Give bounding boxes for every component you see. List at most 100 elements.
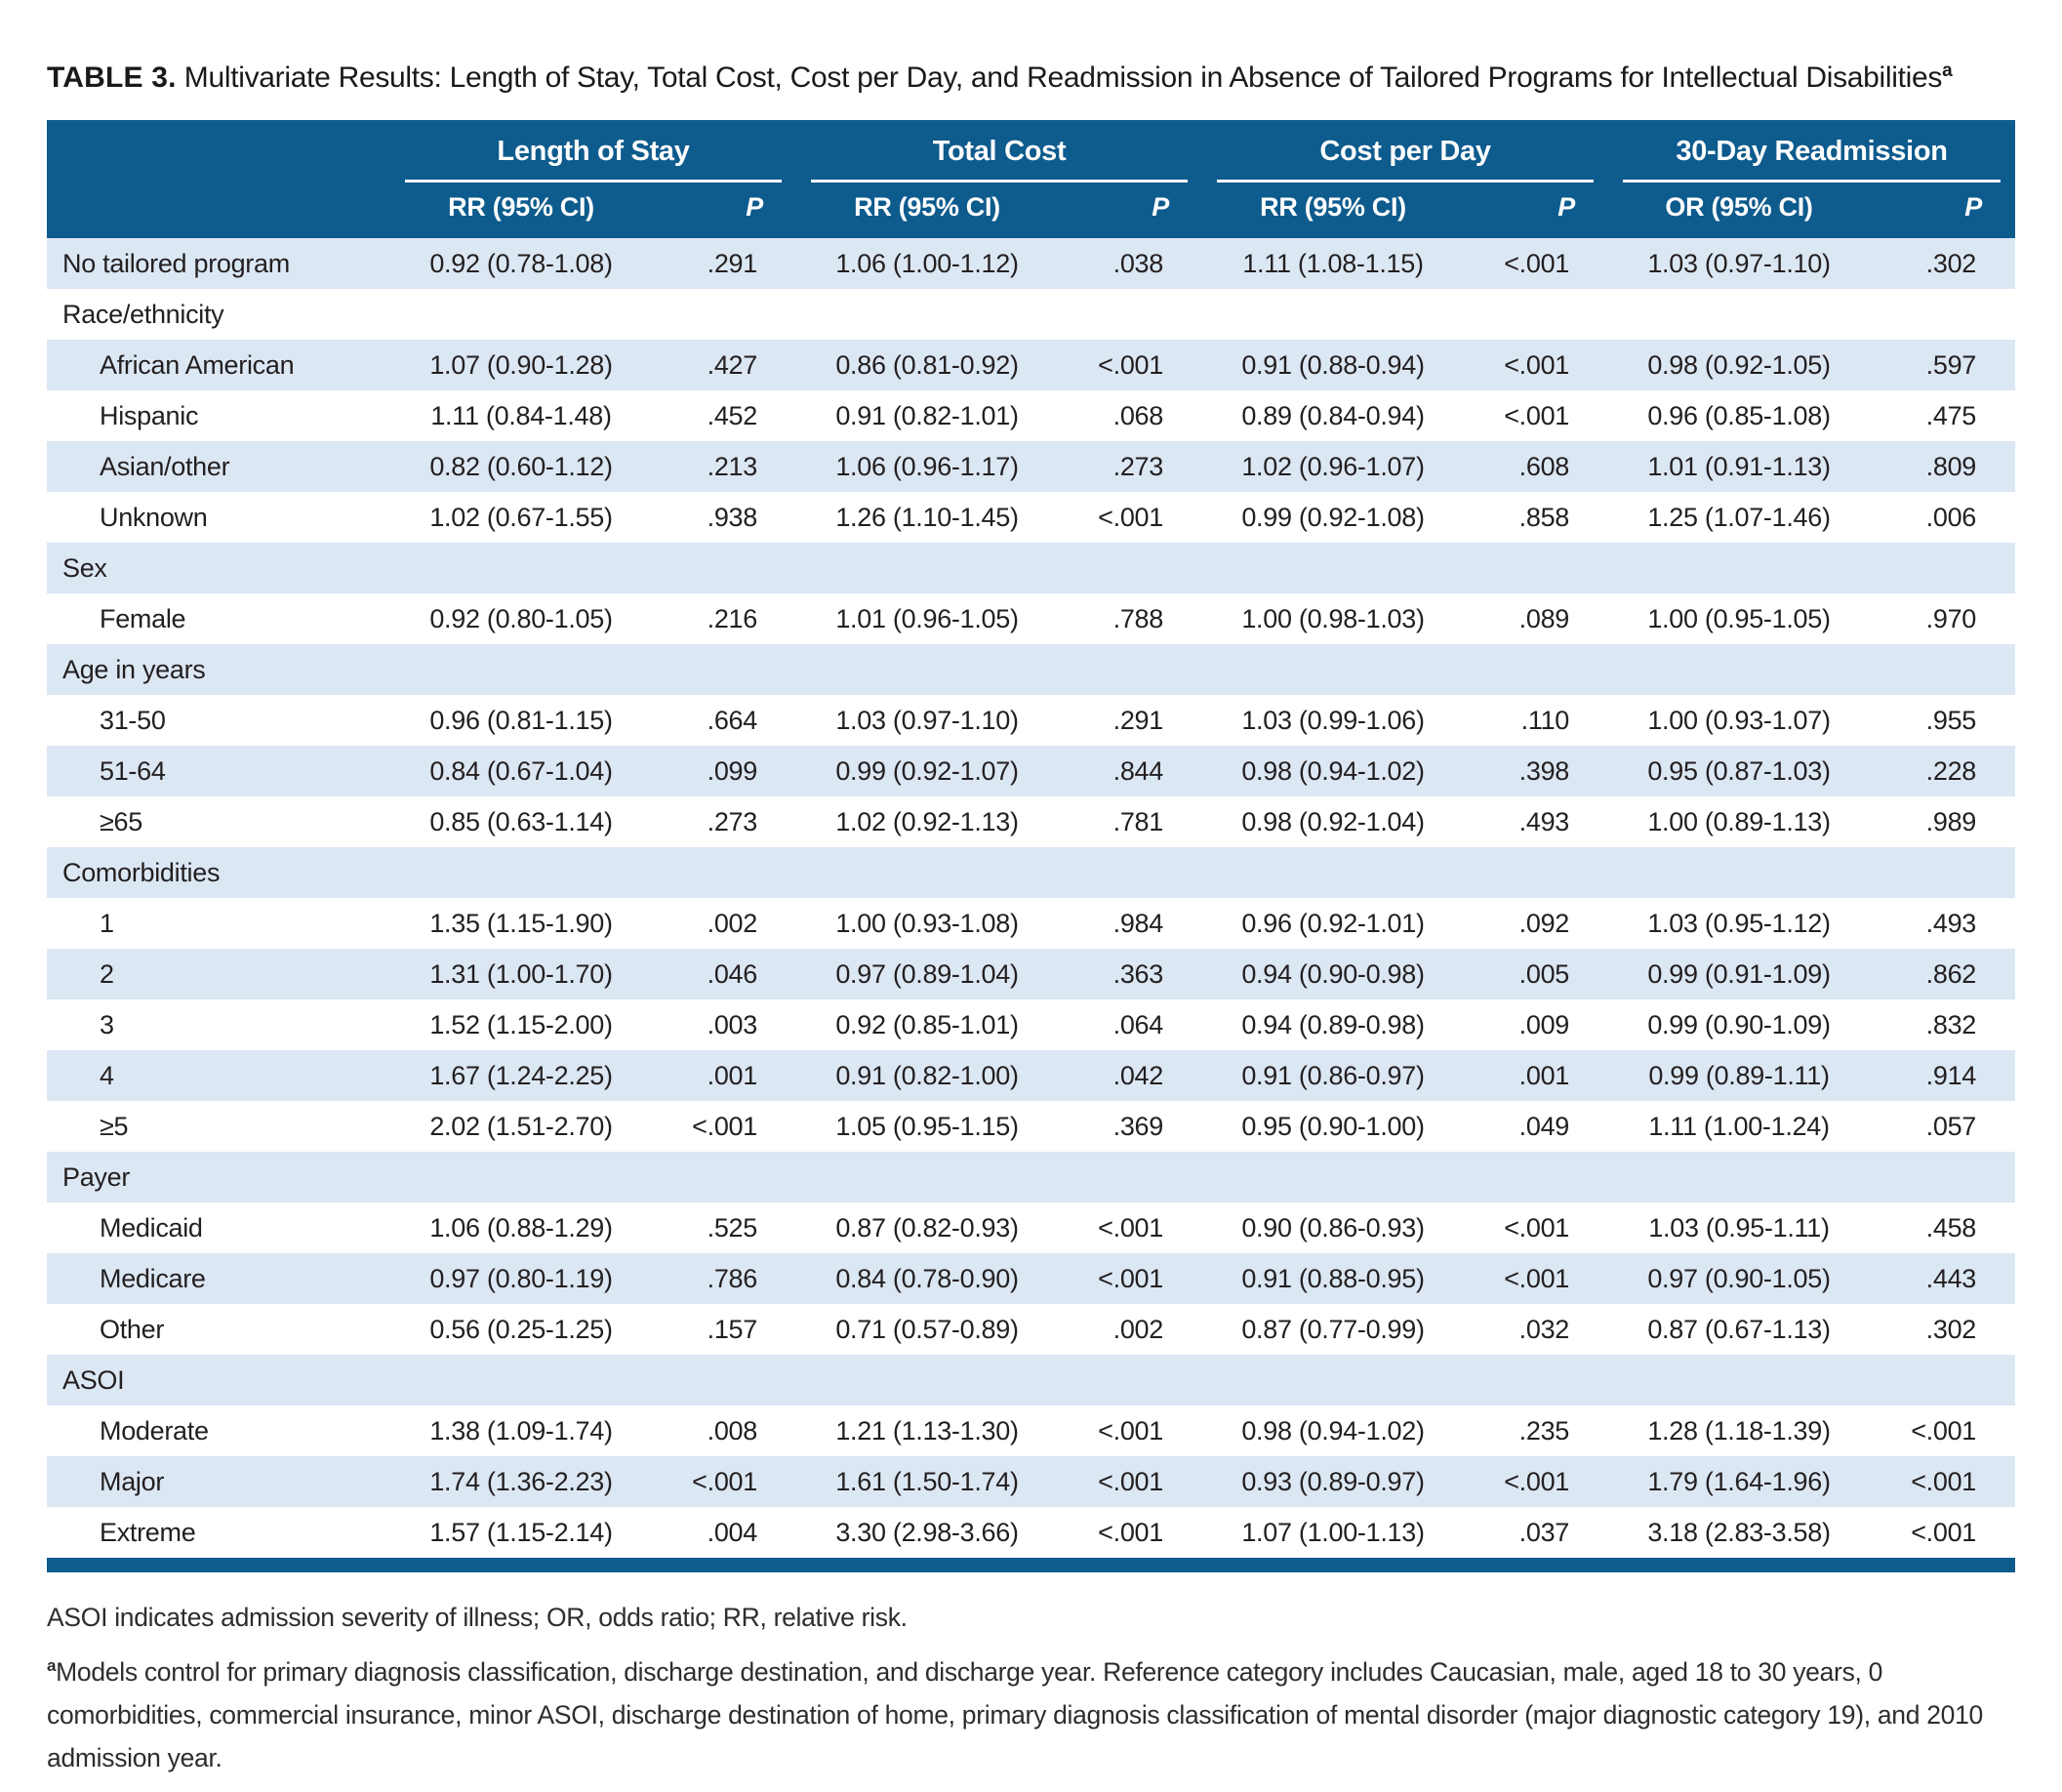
- estimate-cell: 0.94 (0.89-0.98): [1241, 1009, 1425, 1039]
- p-value-cell: .427: [707, 349, 758, 380]
- p-value-cell: <.001: [1504, 349, 1570, 380]
- estimate-cell: 0.84 (0.78-0.90): [835, 1263, 1019, 1293]
- estimate-cell: 1.35 (1.15-1.90): [429, 908, 613, 938]
- p-value-cell: <.001: [1504, 1466, 1570, 1496]
- p-value-cell: <.001: [1504, 248, 1570, 278]
- table-row: Asian/other 0.82 (0.60-1.12) .213 1.06 (0.9…: [47, 441, 2016, 492]
- estimate-cell: 3.18 (2.83-3.58): [1647, 1517, 1831, 1547]
- table-row: Medicaid 1.06 (0.88-1.29) .525 0.87 (0.82-0…: [47, 1202, 2016, 1253]
- row-label: 1: [100, 908, 114, 938]
- row-label: Other: [100, 1314, 165, 1344]
- row-label: 2: [100, 958, 114, 989]
- estimate-cell: 0.56 (0.25-1.25): [429, 1314, 613, 1344]
- estimate-cell: 1.03 (0.95-1.12): [1647, 908, 1831, 938]
- p-value-cell: <.001: [1098, 1263, 1163, 1293]
- table-row: Female 0.92 (0.80-1.05) .216 1.01 (0.96-1.0…: [47, 593, 2016, 644]
- p-value-cell: .042: [1112, 1060, 1164, 1090]
- p-header: P: [1870, 183, 2016, 238]
- estimate-cell: 1.67 (1.24-2.25): [429, 1060, 613, 1090]
- estimate-cell: 1.31 (1.00-1.70): [429, 958, 613, 989]
- p-value-cell: <.001: [1911, 1517, 1977, 1547]
- p-header: P: [1058, 183, 1202, 238]
- table-row: Unknown 1.02 (0.67-1.55) .938 1.26 (1.10-1.…: [47, 492, 2016, 543]
- p-value-cell: .235: [1518, 1415, 1570, 1446]
- estimate-cell: 0.99 (0.92-1.08): [1241, 502, 1425, 532]
- p-value-cell: .369: [1112, 1111, 1164, 1141]
- row-label: Female: [100, 603, 186, 633]
- p-value-cell: .597: [1925, 349, 1977, 380]
- table-row: Major 1.74 (1.36-2.23) <.001 1.61 (1.50-1.7…: [47, 1456, 2016, 1507]
- p-value-cell: <.001: [1098, 502, 1163, 532]
- estimate-cell: 0.97 (0.80-1.19): [429, 1263, 613, 1293]
- p-value-cell: .844: [1112, 755, 1164, 786]
- estimate-cell: 0.91 (0.82-1.01): [835, 400, 1019, 430]
- p-value-cell: .089: [1518, 603, 1570, 633]
- section-label: Age in years: [62, 654, 206, 684]
- estimate-cell: 1.03 (0.97-1.10): [1647, 248, 1831, 278]
- estimate-cell: 1.02 (0.92-1.13): [835, 806, 1019, 836]
- estimate-cell: 1.00 (0.98-1.03): [1241, 603, 1425, 633]
- column-subheader-row: RR (95% CI) P RR (95% CI) P RR (95% CI) …: [47, 183, 2016, 238]
- estimate-cell: 2.02 (1.51-2.70): [429, 1111, 613, 1141]
- estimate-cell: 0.84 (0.67-1.04): [429, 755, 613, 786]
- estimate-cell: 0.97 (0.89-1.04): [835, 958, 1019, 989]
- p-value-cell: .984: [1112, 908, 1164, 938]
- estimate-cell: 0.71 (0.57-0.89): [835, 1314, 1019, 1344]
- p-value-cell: .273: [707, 806, 758, 836]
- estimate-cell: 0.96 (0.92-1.01): [1241, 908, 1425, 938]
- p-value-cell: .858: [1518, 502, 1570, 532]
- estimate-cell: 0.98 (0.94-1.02): [1241, 1415, 1425, 1446]
- table-number-label: TABLE 3.: [47, 61, 177, 94]
- estimate-cell: 1.03 (0.95-1.11): [1648, 1212, 1830, 1242]
- estimate-cell: 0.97 (0.90-1.05): [1647, 1263, 1831, 1293]
- estimate-cell: 1.74 (1.36-2.23): [429, 1466, 613, 1496]
- p-value-cell: <.001: [1098, 1415, 1163, 1446]
- p-value-cell: .068: [1112, 400, 1164, 430]
- row-label: Extreme: [100, 1517, 196, 1547]
- p-value-cell: <.001: [692, 1466, 757, 1496]
- table-row: Moderate 1.38 (1.09-1.74) .008 1.21 (1.13-1…: [47, 1405, 2016, 1456]
- estimate-cell: 1.00 (0.93-1.08): [835, 908, 1019, 938]
- estimate-cell: 0.95 (0.90-1.00): [1241, 1111, 1425, 1141]
- estimate-cell: 1.06 (0.88-1.29): [429, 1212, 613, 1242]
- estimate-cell: 1.06 (1.00-1.12): [835, 248, 1019, 278]
- estimate-cell: 1.01 (0.96-1.05): [835, 603, 1019, 633]
- footnote-a-marker: a: [47, 1656, 57, 1675]
- estimate-cell: 0.82 (0.60-1.12): [429, 451, 613, 481]
- p-value-cell: .664: [707, 705, 758, 735]
- estimate-cell: 0.91 (0.88-0.95): [1241, 1263, 1425, 1293]
- estimate-cell: 1.61 (1.50-1.74): [835, 1466, 1019, 1496]
- p-value-cell: .005: [1518, 958, 1570, 989]
- p-value-cell: .216: [707, 603, 758, 633]
- column-group-row: Length of Stay Total Cost Cost per Day 3…: [47, 120, 2016, 238]
- p-value-cell: .970: [1925, 603, 1977, 633]
- p-value-cell: .003: [707, 1009, 758, 1039]
- p-value-cell: .302: [1925, 1314, 1977, 1344]
- estimate-cell: 1.07 (1.00-1.13): [1241, 1517, 1425, 1547]
- p-value-cell: .458: [1925, 1212, 1977, 1242]
- estimate-cell: 1.03 (0.99-1.06): [1241, 705, 1425, 735]
- footnotes: ASOI indicates admission severity of ill…: [47, 1596, 2015, 1779]
- estimate-cell: 0.87 (0.77-0.99): [1241, 1314, 1425, 1344]
- p-value-cell: .788: [1112, 603, 1164, 633]
- section-row: Comorbidities: [47, 847, 2016, 898]
- estimate-cell: 0.98 (0.92-1.05): [1647, 349, 1831, 380]
- p-value-cell: <.001: [1098, 1466, 1163, 1496]
- p-value-cell: .452: [707, 400, 758, 430]
- group-header-total-cost: Total Cost: [796, 120, 1202, 183]
- estimate-cell: 1.06 (0.96-1.17): [835, 451, 1019, 481]
- p-value-cell: .037: [1518, 1517, 1570, 1547]
- row-label: ≥65: [100, 806, 142, 836]
- table-row: 2 1.31 (1.00-1.70) .046 0.97 (0.89-1.04) .36…: [47, 949, 2016, 999]
- table-row: Extreme 1.57 (1.15-2.14) .004 3.30 (2.98-3.…: [47, 1507, 2016, 1558]
- estimate-cell: 1.03 (0.97-1.10): [835, 705, 1019, 735]
- p-value-cell: <.001: [1098, 349, 1163, 380]
- estimate-cell: 0.90 (0.86-0.93): [1241, 1212, 1425, 1242]
- p-value-cell: .398: [1518, 755, 1570, 786]
- p-value-cell: .862: [1925, 958, 1977, 989]
- table-title-text: Multivariate Results: Length of Stay, To…: [176, 61, 1943, 94]
- estimate-cell: 1.02 (0.96-1.07): [1241, 451, 1425, 481]
- row-label: 31-50: [100, 705, 166, 735]
- table-row: No tailored program 0.92 (0.78-1.08) .291 1…: [47, 238, 2016, 289]
